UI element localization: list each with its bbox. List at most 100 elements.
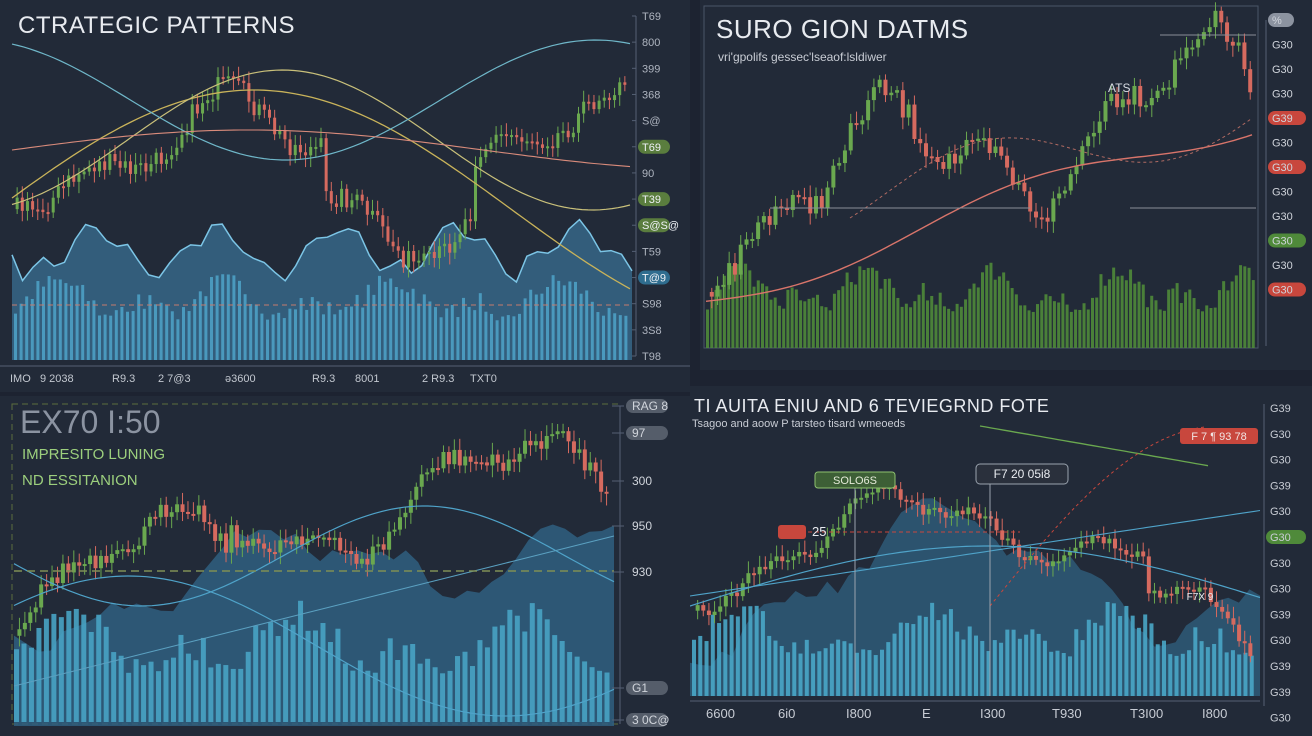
candle <box>746 573 751 584</box>
volume-bar <box>43 618 49 722</box>
blue-curve-2 <box>13 575 615 717</box>
candle <box>1051 198 1056 222</box>
volume-bar <box>704 641 709 696</box>
volume-bar <box>499 625 505 722</box>
volume-bar <box>579 293 583 360</box>
candle <box>602 97 606 101</box>
candle <box>955 510 960 517</box>
volume-bar <box>36 627 42 722</box>
candle <box>294 536 299 545</box>
volume-bar <box>66 610 72 722</box>
volume-bar <box>1224 652 1229 696</box>
volume-bar <box>909 307 913 348</box>
candle <box>859 497 864 500</box>
volume-bar <box>1005 629 1010 696</box>
candle <box>391 241 395 247</box>
volume-bar <box>1226 290 1230 348</box>
volume-bar <box>817 651 822 696</box>
volume-bar <box>232 275 236 360</box>
volume-bar <box>717 623 722 696</box>
volume-bar <box>81 284 85 360</box>
candle <box>381 215 385 227</box>
candle <box>365 200 369 215</box>
volume-bar <box>540 293 544 360</box>
panel-title: CTRATEGIC PATTERNS <box>18 12 296 39</box>
volume-bar <box>727 272 731 348</box>
candle <box>185 133 189 136</box>
volume-bar <box>492 626 498 722</box>
candle <box>170 155 174 160</box>
volume-bar <box>455 656 461 722</box>
volume-bar <box>1141 284 1145 348</box>
volume-bar <box>604 672 610 722</box>
candle <box>340 188 344 207</box>
volume-bar <box>514 615 520 722</box>
candle <box>836 527 841 530</box>
volume-bar <box>718 289 722 348</box>
volume-bar <box>777 305 781 348</box>
volume-bar <box>807 298 811 348</box>
volume-bar <box>534 294 538 360</box>
candle <box>528 440 533 446</box>
volume-bar <box>198 291 202 360</box>
candle <box>206 100 210 104</box>
volume-bar <box>596 312 600 360</box>
volume-bar <box>490 313 493 360</box>
volume-bar <box>148 661 154 722</box>
y-tick-label: G30 <box>1270 584 1291 596</box>
candle <box>544 436 549 449</box>
candle <box>727 263 732 285</box>
volume-bar <box>1130 615 1135 696</box>
label-solo: SOLO6S <box>833 475 877 487</box>
volume-bar <box>361 307 365 360</box>
volume-bar <box>1136 627 1141 696</box>
volume-bar <box>557 280 561 360</box>
candle <box>237 78 241 81</box>
label-red: F 7 ¶ 93 78 <box>1191 431 1246 443</box>
candle <box>906 104 911 118</box>
volume-bar <box>462 297 465 360</box>
candle <box>1126 99 1131 105</box>
y-tick-label: 368 <box>642 89 660 101</box>
candle <box>452 449 457 465</box>
y-tick-label: G30 <box>1272 64 1293 76</box>
volume-bar <box>898 622 903 696</box>
volume-bar <box>1162 310 1166 348</box>
candle <box>831 528 835 537</box>
volume-bar <box>1014 294 1018 348</box>
candle <box>1073 547 1078 552</box>
volume-bar <box>879 288 883 348</box>
candle <box>1000 530 1005 540</box>
volume-bar <box>742 606 747 696</box>
candle <box>941 162 946 169</box>
volume-bar <box>1171 288 1175 348</box>
candle <box>1057 193 1062 199</box>
volume-bar <box>1068 656 1072 696</box>
volume-bar <box>938 292 942 348</box>
candle <box>504 134 508 137</box>
volume-bar <box>1116 276 1120 348</box>
candle <box>893 485 898 490</box>
volume-bar <box>980 640 985 696</box>
volume-bar <box>512 316 516 360</box>
volume-bar <box>930 295 934 348</box>
candle <box>180 134 184 148</box>
volume-bar <box>342 663 348 722</box>
candle <box>77 562 82 566</box>
candle <box>582 449 587 471</box>
volume-bar <box>754 605 759 696</box>
candle <box>1022 557 1027 561</box>
volume-bar <box>165 305 169 360</box>
volume-bar <box>883 278 887 348</box>
candle <box>88 555 93 565</box>
candle <box>701 605 706 611</box>
candle <box>288 139 292 156</box>
candle <box>1231 618 1236 625</box>
x-tick-label: E <box>922 706 931 721</box>
panel-big-label: EX70 I:50 <box>20 404 161 440</box>
y-tick-label: 97 <box>632 426 646 440</box>
candle <box>453 242 457 253</box>
candle <box>298 144 302 153</box>
volume-bar <box>282 318 286 360</box>
volume-bar <box>118 655 124 722</box>
